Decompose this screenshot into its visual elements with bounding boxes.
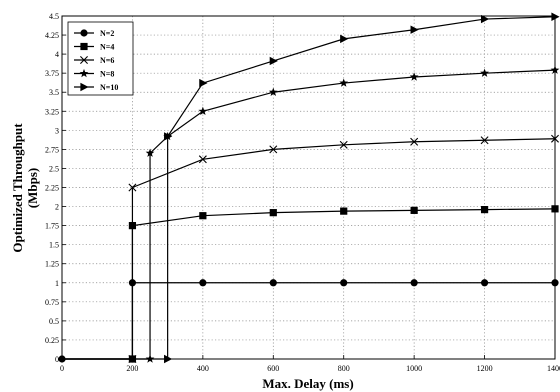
legend-entry: N=2 [74, 29, 114, 38]
data-point [198, 155, 207, 164]
data-point [480, 68, 489, 77]
y-tick-label: 3.5 [49, 88, 59, 97]
y-tick-label: 1 [55, 279, 59, 288]
legend-entry: N=10 [74, 82, 118, 92]
y-axis-label: Optimized Throughput [10, 123, 25, 253]
y-tick-label: 1.5 [49, 241, 59, 250]
data-point [340, 34, 349, 44]
data-point [409, 72, 419, 81]
data-point [340, 279, 348, 287]
data-point [199, 212, 207, 220]
y-tick-label: 3 [55, 126, 59, 135]
y-tick-label: 1.75 [45, 222, 59, 231]
y-tick-label: 4.5 [49, 12, 59, 21]
y-tick-label: 2.75 [45, 145, 59, 154]
legend-marker [79, 68, 89, 78]
data-point [268, 87, 278, 96]
y-tick-label: 0.5 [49, 317, 59, 326]
data-point [269, 56, 278, 66]
data-point [410, 25, 419, 34]
x-tick-label: 400 [197, 364, 209, 373]
y-tick-label: 2.25 [45, 184, 59, 193]
series-line [62, 69, 556, 360]
legend-entry: N=6 [74, 56, 114, 65]
legend-label: N=8 [100, 70, 114, 79]
data-point [551, 279, 559, 287]
x-tick-label: 0 [60, 364, 64, 373]
data-point [551, 12, 560, 21]
legend-label: N=4 [100, 43, 114, 52]
y-tick-label: 1.25 [45, 260, 59, 269]
legend-box [67, 21, 134, 96]
data-point [199, 78, 208, 88]
data-point [269, 145, 278, 154]
data-point [480, 206, 489, 214]
y-axis-label-group: Optimized Throughput (Mbps) [10, 123, 40, 253]
y-tick-label: 0.25 [45, 336, 59, 345]
data-point [410, 206, 418, 214]
legend-label: N=2 [100, 29, 114, 38]
data-series [58, 12, 560, 364]
legend-marker [80, 29, 88, 37]
data-point [410, 137, 419, 146]
data-point [339, 140, 348, 149]
legend-marker [80, 82, 89, 92]
grid [62, 16, 555, 359]
data-point [198, 106, 208, 115]
data-point [480, 14, 490, 24]
legend-items: N=2 N=4 N=6 N=8 N=10 [74, 29, 118, 92]
data-point [164, 354, 173, 364]
y-tick-label: 0 [55, 355, 59, 364]
legend-marker [80, 42, 88, 51]
data-point [269, 209, 277, 217]
data-point [339, 78, 349, 87]
x-tick-label: 200 [126, 364, 138, 373]
legend-label: N=6 [100, 56, 114, 65]
x-tick-label: 1200 [477, 364, 493, 373]
data-point [480, 279, 489, 287]
y-axis-label-unit: (Mbps) [25, 168, 40, 208]
x-tick-label: 800 [338, 364, 350, 373]
series-line [62, 138, 556, 360]
y-tick-label: 3.75 [45, 69, 59, 78]
legend-label: N=10 [100, 83, 118, 92]
data-point [128, 183, 137, 192]
y-tick-label: 2 [55, 203, 59, 212]
series-n-6 [62, 134, 559, 363]
series-n-10 [62, 12, 560, 364]
data-point [340, 207, 348, 215]
y-tick-label: 3.25 [45, 107, 59, 116]
data-point [164, 132, 173, 141]
data-point [551, 134, 559, 143]
y-tick-label: 4 [55, 50, 59, 59]
series-line [62, 16, 556, 360]
data-point [199, 279, 207, 287]
data-point [410, 279, 418, 287]
series-line [62, 208, 556, 360]
data-point [551, 205, 559, 213]
data-point [145, 148, 155, 157]
legend-marker [80, 56, 88, 64]
data-point [550, 65, 560, 74]
y-tick-label: 0.75 [45, 298, 59, 307]
legend-entry: N=8 [74, 68, 114, 79]
legend-entry: N=4 [74, 43, 114, 52]
x-axis-label: Max. Delay (ms) [262, 376, 353, 391]
x-tick-label: 600 [267, 364, 279, 373]
legend: N=2 N=4 N=6 N=8 N=10 [67, 21, 134, 96]
x-tick-label: 1000 [406, 364, 422, 373]
data-point [480, 136, 489, 145]
y-tick-label: 4.25 [45, 31, 59, 40]
data-point [269, 279, 277, 287]
y-tick-label: 2.5 [49, 164, 59, 173]
